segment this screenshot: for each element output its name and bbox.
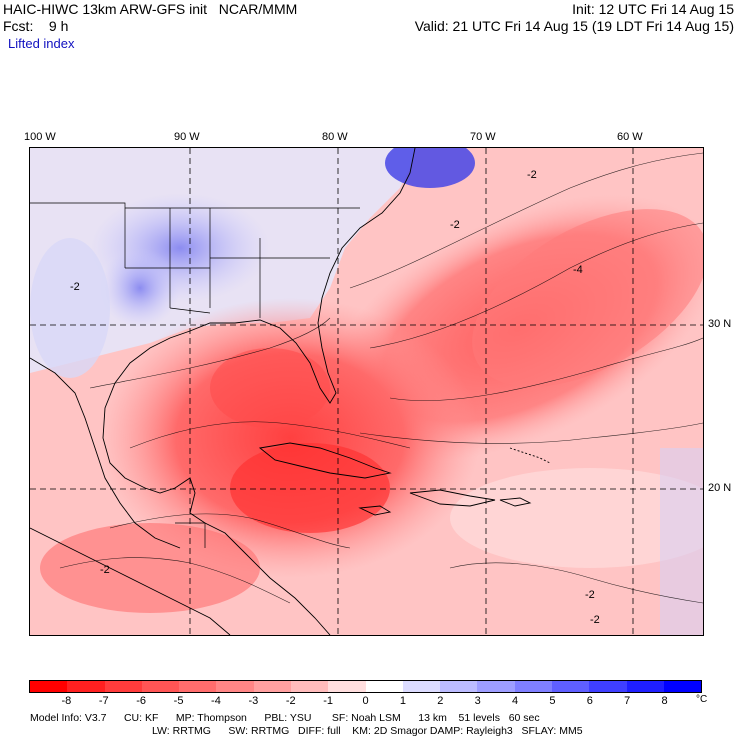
lon-label-90w: 90 W: [174, 131, 200, 143]
lon-label-70w: 70 W: [470, 131, 496, 143]
colorbar-tick-label: -6: [136, 695, 147, 707]
atlantic-core: [472, 209, 703, 387]
coastlines: [30, 148, 551, 635]
field-name: Lifted index: [8, 36, 75, 51]
colorbar-cell: [253, 681, 291, 692]
colorbar-cell: [663, 681, 702, 692]
lon-label-80w: 80 W: [322, 131, 348, 143]
contour-label: -2: [527, 169, 537, 181]
contour-label: -2: [70, 281, 80, 293]
model-info-line1: Model Info: V3.7 CU: KF MP: Thompson PBL…: [30, 712, 540, 724]
pacific-unstable: [40, 523, 260, 613]
colorbar-tick-label: 6: [586, 695, 593, 707]
colorbar-cell: [477, 681, 515, 692]
stable-edge-east: [660, 448, 703, 635]
colorbar-tick-label: 3: [474, 695, 481, 707]
lifted-index-map: -2 -2 -4 -2 -2 -2 -2: [29, 147, 704, 636]
colorbar-tick-label: -1: [323, 695, 333, 707]
colorbar-tick-label: 0: [362, 695, 369, 707]
colorbar-cell: [514, 681, 552, 692]
stable-strip-east: [450, 468, 703, 568]
colorbar-cell: [179, 681, 217, 692]
colorbar-tick-label: 7: [624, 695, 631, 707]
contour-label: -2: [590, 614, 600, 626]
colorbar-tick-label: -3: [248, 695, 259, 707]
colorbar-tick-label: 5: [549, 695, 556, 707]
colorbar-cell: [141, 681, 180, 692]
colorbar-tick-label: 1: [399, 695, 406, 707]
contour-label: -2: [450, 219, 460, 231]
colorbar-cell: [104, 681, 142, 692]
contour-label: -4: [573, 264, 583, 276]
colorbar-cell: [402, 681, 441, 692]
forecast-hour: Fcst: 9 h: [3, 18, 69, 34]
colorbar-tick-label: 4: [511, 695, 519, 707]
colorbar-cell: [626, 681, 664, 692]
model-info-line2: LW: RRTMG SW: RRTMG DIFF: full KM: 2D Sm…: [152, 725, 583, 737]
colorbar-tick-label: -8: [61, 695, 72, 707]
gulf-core: [210, 348, 330, 428]
blue-area-texas: [100, 248, 180, 328]
colorbar-tick-label: -4: [211, 695, 221, 707]
colorbar-cell: [365, 681, 403, 692]
colorbar-cell: [290, 681, 329, 692]
colorbar-cell: [440, 681, 478, 692]
colorbar: [29, 680, 702, 693]
blue-area-mexico: [30, 238, 110, 378]
colorbar-unit: °C: [696, 694, 708, 705]
colorbar-tick-label: -5: [173, 695, 184, 707]
colorbar-cell: [551, 681, 590, 692]
colorbar-cell: [589, 681, 627, 692]
graticule: [30, 148, 703, 635]
contour-label: -2: [585, 589, 595, 601]
colorbar-cell: [216, 681, 254, 692]
colorbar-tick-label: 2: [437, 695, 444, 707]
colorbar-tick-label: 8: [661, 695, 668, 707]
model-title: HAIC-HIWC 13km ARW-GFS init NCAR/MMM: [3, 1, 298, 17]
colorbar-cell: [67, 681, 105, 692]
gulf-caribbean-unstable: [100, 298, 480, 578]
colorbar-cell: [30, 681, 68, 692]
colorbar-cell: [328, 681, 366, 692]
colorbar-tick-label: -7: [98, 695, 109, 707]
lat-label-20n: 20 N: [708, 482, 732, 494]
init-time: Init: 12 UTC Fri 14 Aug 15: [572, 1, 734, 17]
lon-label-100w: 100 W: [24, 131, 56, 143]
valid-time: Valid: 21 UTC Fri 14 Aug 15 (19 LDT Fri …: [414, 18, 734, 34]
lat-label-30n: 30 N: [708, 318, 732, 330]
map-svg: -2 -2 -4 -2 -2 -2 -2: [30, 148, 703, 635]
caribbean-core: [230, 443, 390, 533]
lon-label-60w: 60 W: [617, 131, 643, 143]
contour-label: -2: [100, 564, 110, 576]
colorbar-tick-label: -2: [285, 695, 296, 707]
